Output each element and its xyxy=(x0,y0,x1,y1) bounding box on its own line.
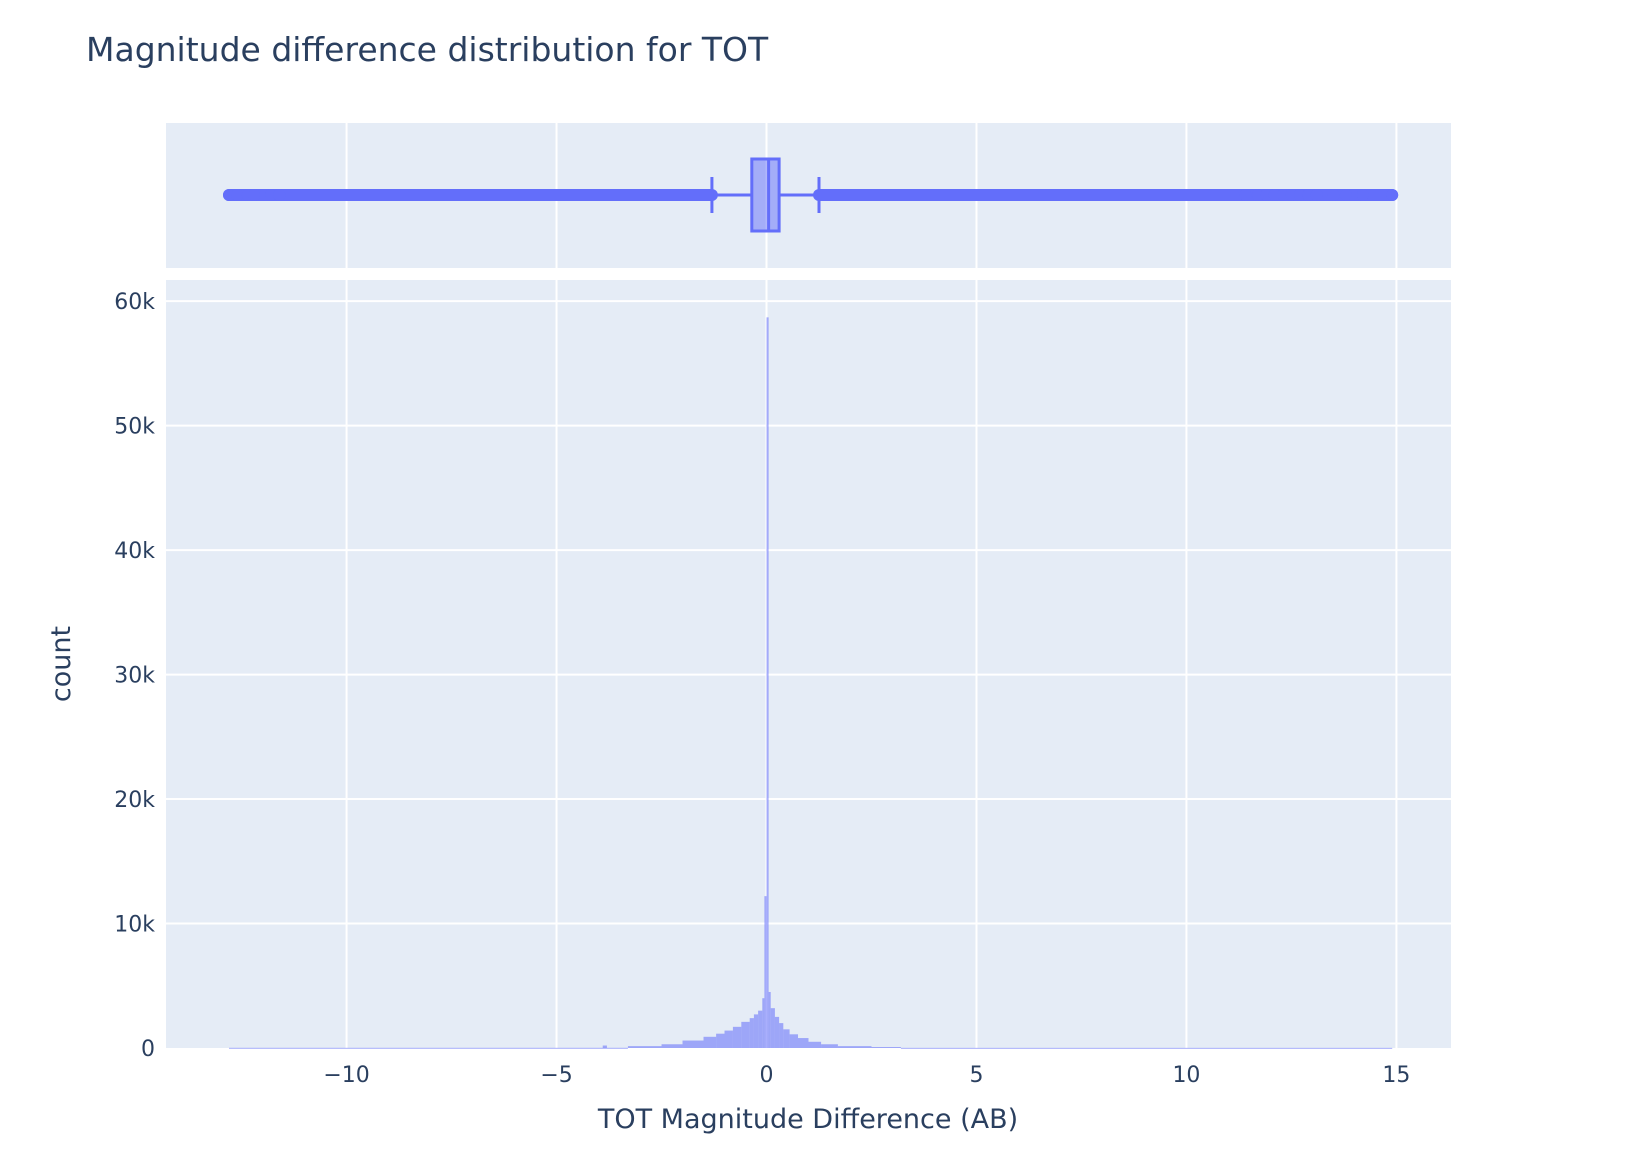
box-outlier-point xyxy=(248,189,261,201)
histogram-bar xyxy=(798,1038,809,1048)
histogram-bar xyxy=(758,1010,763,1048)
box-outlier-point xyxy=(1251,189,1264,201)
histogram-bar xyxy=(703,1036,717,1048)
box-outlier-point xyxy=(1239,189,1252,201)
histogram-bar xyxy=(228,1047,628,1049)
box-body xyxy=(750,157,781,233)
histogram-background xyxy=(166,280,1451,1048)
box-outlier-point xyxy=(1310,189,1323,201)
histogram-bar xyxy=(627,1046,662,1048)
histogram-bar xyxy=(808,1041,822,1048)
box-outlier-point xyxy=(1260,189,1273,201)
y-tick-label: 50k xyxy=(114,415,155,440)
histogram-bar xyxy=(724,1030,733,1048)
histogram-bar xyxy=(661,1044,683,1048)
histogram-bar xyxy=(770,1008,775,1048)
histogram-bar xyxy=(789,1034,799,1048)
histogram-bar xyxy=(753,1014,759,1048)
box-outlier-point xyxy=(1285,189,1298,201)
histogram-bar xyxy=(871,1047,901,1049)
y-tick-label: 60k xyxy=(114,290,155,315)
histogram-bar xyxy=(766,317,769,1048)
box-outlier-point xyxy=(264,189,277,201)
box-plot-trace xyxy=(222,157,1399,233)
histogram-bar xyxy=(682,1040,704,1048)
histogram-bar xyxy=(774,1016,780,1048)
x-tick-label: −5 xyxy=(540,1063,572,1088)
histogram-bar xyxy=(821,1044,838,1048)
box-outlier-band xyxy=(222,189,718,201)
box-outlier-band xyxy=(812,189,1399,201)
chart-title: Magnitude difference distribution for TO… xyxy=(86,30,769,69)
y-tick-label: 20k xyxy=(114,788,155,813)
box-outlier-point xyxy=(1268,189,1281,201)
x-axis-tick-labels: −10 −5 0 5 10 15 xyxy=(323,1063,1410,1088)
histogram-panel: 0 10k 20k 30k 40k 50k 60k −10 −5 0 5 10 15 xyxy=(114,280,1451,1088)
histogram-bars xyxy=(228,317,1393,1049)
x-tick-label: 10 xyxy=(1172,1063,1200,1088)
box-outlier-point xyxy=(1277,189,1290,201)
y-axis-tick-labels: 0 10k 20k 30k 40k 50k 60k xyxy=(114,290,155,1062)
histogram-bar xyxy=(900,1047,1393,1049)
histogram-bar xyxy=(762,998,765,1048)
histogram-bar xyxy=(732,1026,742,1048)
y-tick-label: 10k xyxy=(114,913,155,938)
histogram-bar xyxy=(749,1018,754,1048)
y-tick-label: 0 xyxy=(141,1037,155,1062)
box-outlier-point xyxy=(222,189,235,201)
histogram-bar xyxy=(783,1029,790,1048)
histogram-bar xyxy=(837,1046,872,1048)
histogram-bar xyxy=(602,1045,607,1048)
x-tick-label: 15 xyxy=(1382,1063,1410,1088)
box-outlier-point xyxy=(1327,189,1340,201)
y-tick-label: 30k xyxy=(114,664,155,689)
box-outlier-point xyxy=(231,189,244,201)
histogram-bar xyxy=(768,991,771,1048)
histogram-bar xyxy=(741,1021,750,1048)
x-tick-label: −10 xyxy=(323,1063,369,1088)
x-tick-label: 0 xyxy=(760,1063,774,1088)
histogram-bar xyxy=(716,1033,725,1048)
box-outlier-point xyxy=(1356,189,1369,201)
histogram-horizontal-gridlines xyxy=(166,300,1451,925)
y-tick-label: 40k xyxy=(114,539,155,564)
box-outlier-point xyxy=(1293,189,1306,201)
box-outlier-point xyxy=(1340,189,1353,201)
histogram-bar xyxy=(764,896,767,1048)
x-axis-title: TOT Magnitude Difference (AB) xyxy=(597,1104,1018,1135)
box-outlier-point xyxy=(273,189,286,201)
y-axis-title: count xyxy=(46,626,77,702)
histogram-bar xyxy=(779,1023,784,1048)
box-outlier-point xyxy=(1386,189,1399,201)
box-outlier-point xyxy=(1302,189,1315,201)
x-tick-label: 5 xyxy=(969,1063,983,1088)
box-plot-panel xyxy=(166,123,1451,268)
